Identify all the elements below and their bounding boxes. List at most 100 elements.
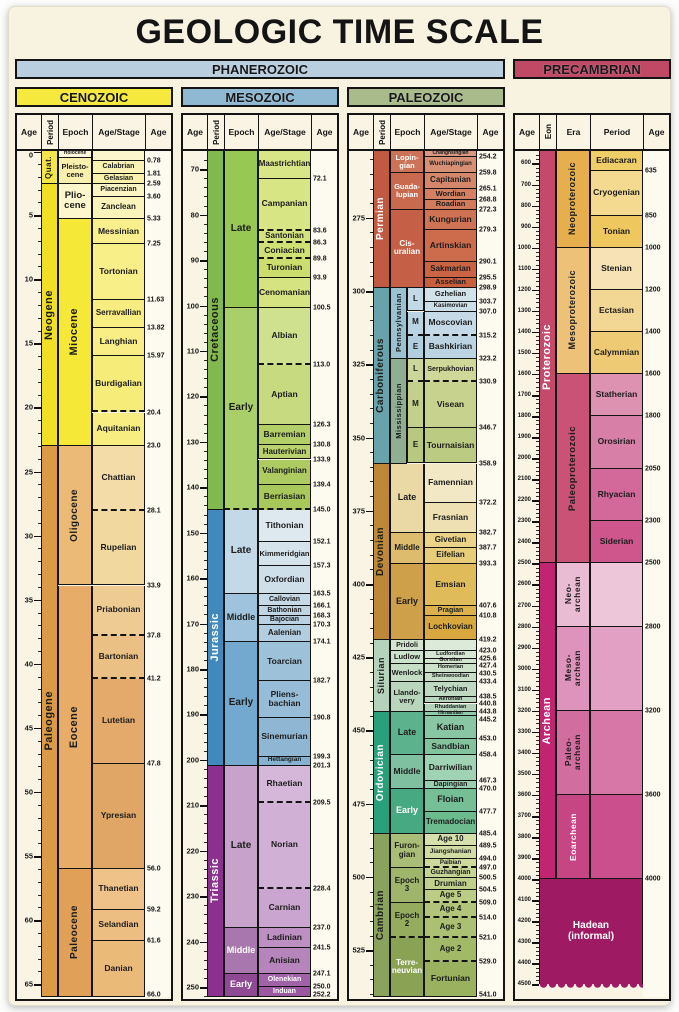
band-givetian: Givetian	[424, 533, 477, 548]
boundary-age: 315.2	[479, 332, 497, 339]
axis-tick-minor	[535, 159, 539, 161]
band-pleisto-cene: Pleisto-cene	[58, 158, 92, 185]
axis-tick-minor	[369, 613, 373, 615]
band-unnamed	[590, 626, 643, 711]
axis-tick-major	[200, 396, 207, 398]
axis-tick-major	[532, 942, 539, 944]
axis-tick-minor	[535, 693, 539, 695]
boundary-age: 3200	[645, 707, 661, 715]
axis-tick-label: 1500	[517, 349, 531, 356]
axis-tick-minor	[369, 422, 373, 424]
eon-bar-phanerozoic-label: PHANEROZOIC	[211, 61, 309, 77]
axis-tick-minor	[203, 378, 207, 380]
boundary-age: 23.0	[147, 442, 161, 450]
axis-tick-minor	[535, 155, 539, 156]
boundary-age: 635	[645, 167, 657, 175]
boundary-age: 2500	[645, 559, 661, 567]
boundary-age: 330.9	[479, 378, 497, 385]
axis-tick-minor	[37, 330, 41, 332]
axis-tick-label: 450	[352, 725, 365, 735]
axis-tick-minor	[203, 187, 207, 189]
band-neogene: Neogene	[41, 184, 58, 446]
band-aquitanian: Aquitanian	[92, 412, 145, 446]
band-ludlow: Ludlow	[390, 651, 424, 665]
band-danian: Danian	[92, 940, 145, 997]
axis-tick-minor	[535, 588, 539, 590]
axis-tick-minor	[369, 305, 373, 307]
band-visean: Visean	[424, 381, 477, 428]
axis-tick-minor	[37, 356, 41, 358]
axis-tick-minor	[535, 765, 539, 767]
band-paleoproterozoic: Paleoproterozoic	[556, 373, 590, 564]
boundary-age: 430.5	[479, 670, 497, 678]
axis-tick-minor	[535, 832, 539, 834]
axis-tick-minor	[535, 529, 539, 531]
axis-tick-label: 180	[186, 664, 199, 674]
axis-tick-major	[532, 163, 539, 165]
boundary-age: 295.5	[479, 274, 497, 282]
band-rhyacian: Rhyacian	[590, 468, 643, 522]
axis-tick-major	[34, 599, 41, 602]
column-header: Age Period Epoch Age/Stage Age	[349, 115, 503, 151]
header-age: Age	[20, 127, 38, 137]
axis-tick-minor	[37, 638, 41, 640]
boundary-age: 425.6	[479, 655, 497, 663]
band-callovian: Callovian	[258, 594, 311, 606]
column-body: 275 300 325 350 375 400 425 450 475 500 525 Permian…	[349, 150, 503, 999]
axis-tick-minor	[37, 458, 41, 460]
axis-tick-minor	[203, 659, 207, 661]
axis-tick-minor	[535, 874, 539, 876]
axis-tick-minor	[369, 393, 373, 395]
header-period: Period	[373, 115, 390, 149]
axis-tick-label: 65	[24, 979, 33, 989]
axis-tick-minor	[535, 782, 539, 784]
band-zanclean: Zanclean	[92, 197, 145, 220]
axis-tick-minor	[535, 891, 539, 893]
axis-tick-label: 275	[352, 213, 365, 223]
axis-tick-minor	[203, 323, 207, 325]
axis-tick-minor	[369, 481, 373, 483]
axis-tick-label: 2200	[517, 497, 531, 504]
axis-tick-minor	[535, 685, 539, 687]
band-kimmeridgian: Kimmeridgian	[258, 542, 311, 566]
axis-tick-minor	[369, 276, 373, 278]
axis-tick-minor	[535, 980, 539, 982]
axis-tick-minor	[535, 706, 539, 708]
axis-tick-minor	[203, 741, 207, 743]
axis-tick-major	[200, 305, 207, 308]
axis-tick-minor	[203, 360, 207, 361]
axis-tick-label: 190	[186, 709, 199, 719]
boundary-age: 209.5	[313, 799, 331, 807]
poster: GEOLOGIC TIME SCALE PHANEROZOIC PRECAMBR…	[8, 6, 671, 1006]
axis-tick-minor	[535, 744, 539, 746]
axis-tick-minor	[203, 650, 207, 652]
band-toarcian: Toarcian	[258, 642, 311, 682]
header-epoch: Epoch	[390, 115, 424, 149]
band-sheinwoodian: Sheinwoodian	[424, 673, 477, 682]
axis-tick-minor	[203, 596, 207, 598]
axis-tick-label: 900	[520, 223, 531, 230]
era-bar-mesozoic: MESOZOIC	[181, 87, 339, 107]
boundary-age: 20.4	[147, 409, 161, 416]
axis-tick-minor	[535, 239, 539, 241]
axis-tick-minor	[535, 908, 539, 910]
boundary-age: 4000	[645, 875, 661, 883]
axis-tick-label: 20	[24, 402, 33, 412]
header-eon: Eon	[539, 115, 556, 149]
axis-tick-label: 5	[28, 210, 33, 220]
axis-tick-minor	[535, 554, 539, 556]
boundary-age: 358.9	[479, 460, 497, 468]
axis-tick-minor	[203, 178, 207, 180]
axis-tick-minor	[203, 968, 207, 970]
axis-tick-minor	[535, 664, 539, 666]
axis-tick-label: 160	[186, 573, 199, 583]
boundary-age: 272.3	[479, 206, 497, 214]
axis-tick-minor	[37, 612, 41, 614]
boundary-age: 514.0	[479, 914, 497, 922]
axis-tick-minor	[535, 192, 539, 194]
boundary-age: 477.7	[479, 808, 497, 816]
axis-tick-minor	[535, 218, 539, 220]
axis-tick-minor	[37, 163, 41, 165]
boundary-age: 485.4	[479, 830, 497, 838]
band-rupelian: Rupelian	[92, 511, 145, 586]
